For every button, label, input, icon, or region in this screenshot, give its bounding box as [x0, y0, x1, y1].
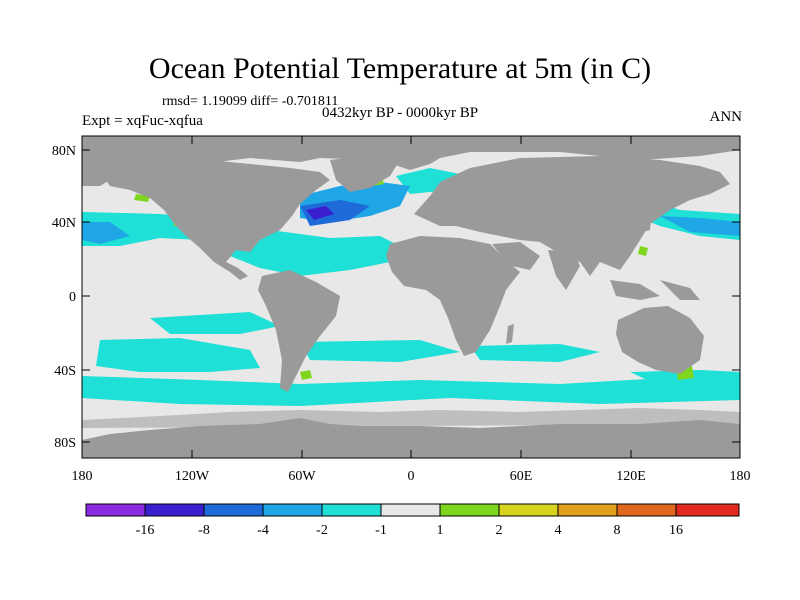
- y-tick-label: 80N: [52, 144, 76, 159]
- colorbar-swatch: [675, 503, 740, 517]
- colorbar-label: -2: [316, 523, 328, 538]
- colorbar-label: 2: [496, 523, 503, 538]
- colorbar-label: -1: [375, 523, 387, 538]
- colorbar-swatch: [262, 503, 323, 517]
- colorbar-swatch: [498, 503, 559, 517]
- colorbar-label: -16: [136, 523, 155, 538]
- colorbar-label: 1: [437, 523, 444, 538]
- y-tick-label: 0: [69, 290, 76, 305]
- period-text: 0432kyr BP - 0000kyr BP: [322, 105, 479, 121]
- x-tick-label: 0: [408, 469, 415, 484]
- colorbar-label: 4: [555, 523, 562, 538]
- colorbar-label: 16: [669, 523, 683, 538]
- map-title: Ocean Potential Temperature at 5m (in C): [148, 52, 652, 85]
- colorbar-label: -8: [198, 523, 210, 538]
- y-tick-label: 80S: [54, 436, 76, 451]
- x-tick-label: 60E: [510, 469, 533, 484]
- x-tick-label: 180: [730, 469, 751, 484]
- colorbar-label: -4: [257, 523, 269, 538]
- y-tick-label: 40S: [54, 364, 76, 379]
- colorbar-swatch: [321, 503, 382, 517]
- experiment-label: Expt = xqFuc-xqfua: [82, 113, 203, 129]
- colorbar: -16 -8 -4 -2 -1 1 2 4 8 16: [85, 503, 740, 538]
- x-tick-label: 120E: [616, 469, 646, 484]
- colorbar-swatch: [85, 503, 146, 517]
- x-tick-label: 60W: [288, 469, 316, 484]
- map-area: [82, 136, 740, 458]
- colorbar-swatch: [557, 503, 618, 517]
- colorbar-swatch: [203, 503, 264, 517]
- season-label: ANN: [709, 109, 743, 125]
- stats-text: rmsd= 1.19099 diff= -0.701811: [162, 94, 339, 109]
- colorbar-swatch: [616, 503, 677, 517]
- colorbar-swatch: [380, 503, 441, 517]
- colorbar-swatch: [144, 503, 205, 517]
- colorbar-label: 8: [614, 523, 621, 538]
- x-tick-label: 180: [72, 469, 93, 484]
- x-tick-label: 120W: [175, 469, 210, 484]
- y-tick-label: 40N: [52, 216, 76, 231]
- colorbar-swatch: [439, 503, 500, 517]
- x-axis: 180 120W 60W 0 60E 120E 180: [72, 136, 751, 484]
- y-axis: 80N 40N 0 40S 80S: [52, 144, 740, 451]
- land-layer: [82, 136, 740, 458]
